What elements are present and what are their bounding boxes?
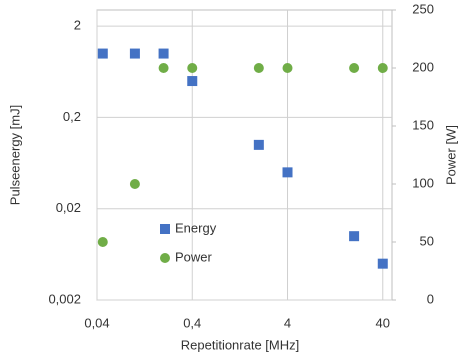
point <box>129 48 140 59</box>
point <box>349 63 360 73</box>
x-axis-label: Repetitionrate [MHz] <box>181 337 300 352</box>
point <box>97 48 108 59</box>
point <box>158 63 169 73</box>
plot-frame <box>96 9 393 301</box>
y2-axis-label: Power [W] <box>443 125 458 185</box>
y-axis-label: Pulseenergy [mJ] <box>7 105 22 205</box>
point <box>253 63 264 73</box>
legend-marker <box>160 253 170 263</box>
y-tick-label: 0,02 <box>56 200 81 215</box>
point <box>158 48 169 59</box>
y2-tick-label: 200 <box>412 59 434 74</box>
y-tick-label: 2 <box>74 18 81 33</box>
y2-tick-label: 250 <box>412 1 434 16</box>
point <box>282 63 293 73</box>
y-tick-label: 0,002 <box>48 291 81 306</box>
y2-tick-label: 50 <box>420 233 434 248</box>
point <box>349 231 360 242</box>
y-tick-label: 0,2 <box>63 109 81 124</box>
point <box>377 258 388 269</box>
point <box>129 179 140 189</box>
y2-tick-label: 0 <box>427 291 434 306</box>
legend-label: Energy <box>175 220 217 235</box>
legend-label: Power <box>175 249 213 264</box>
x-tick-label: 4 <box>284 315 291 330</box>
point <box>377 63 388 73</box>
x-tick-label: 40 <box>376 315 390 330</box>
point <box>253 139 264 150</box>
y2-tick-label: 100 <box>412 175 434 190</box>
point <box>282 167 293 178</box>
x-tick-label: 0,04 <box>84 315 109 330</box>
point <box>187 76 198 87</box>
legend-marker <box>160 224 170 234</box>
point <box>187 63 198 73</box>
point <box>97 237 108 247</box>
y2-tick-label: 150 <box>412 117 434 132</box>
x-tick-label: 0,4 <box>183 315 201 330</box>
